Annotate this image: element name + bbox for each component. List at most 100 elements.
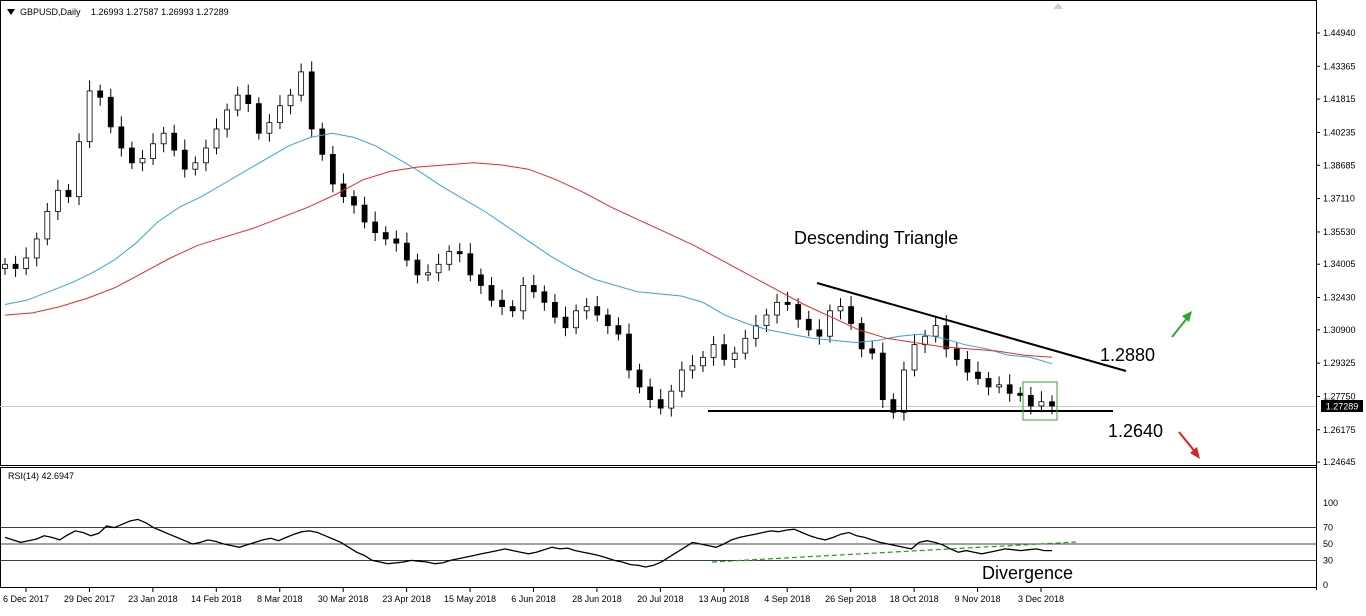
price-tick-label: 1.44940 bbox=[1323, 28, 1356, 38]
price-tick-label: 1.32430 bbox=[1323, 293, 1356, 303]
candle-body bbox=[139, 158, 146, 164]
rsi-levels bbox=[0, 527, 1316, 561]
rsi-tick-label: 30 bbox=[1323, 555, 1333, 565]
candle-body bbox=[879, 352, 886, 401]
candle-body bbox=[1006, 384, 1013, 394]
highlight-box[interactable] bbox=[1022, 381, 1058, 421]
candle-body bbox=[319, 128, 326, 155]
candle-body bbox=[922, 335, 928, 346]
current-price-tag bbox=[1321, 400, 1363, 412]
support-label: 1.2640 bbox=[1108, 421, 1163, 441]
candle-body bbox=[456, 251, 463, 255]
resistance-label: 1.2880 bbox=[1100, 345, 1155, 365]
date-tick-label: 18 Oct 2018 bbox=[890, 594, 939, 604]
candle-body bbox=[287, 94, 294, 107]
candle-body bbox=[171, 132, 178, 151]
price-tick-label: 1.38685 bbox=[1323, 160, 1356, 170]
candle-body bbox=[689, 365, 696, 371]
candle-body bbox=[552, 301, 558, 318]
date-tick-label: 15 May 2018 bbox=[444, 594, 496, 604]
candle-body bbox=[805, 318, 812, 331]
price-tick-label: 1.30900 bbox=[1323, 325, 1356, 335]
price-tick-label: 1.27750 bbox=[1323, 391, 1356, 401]
rsi-label: RSI(14) 42.6947 bbox=[8, 471, 74, 481]
candle-body bbox=[911, 344, 918, 371]
price-tick-label: 1.41815 bbox=[1323, 94, 1356, 104]
candle-body bbox=[668, 390, 675, 409]
candle-body bbox=[435, 263, 442, 274]
candle-body bbox=[213, 128, 220, 149]
candle-body bbox=[33, 238, 40, 259]
date-tick-label: 6 Jun 2018 bbox=[511, 594, 556, 604]
candle-body bbox=[731, 352, 738, 360]
symbol-label: GBPUSD,Daily bbox=[20, 7, 81, 17]
candle-body bbox=[795, 304, 802, 320]
candle-body bbox=[985, 378, 992, 388]
candle-body bbox=[393, 238, 400, 244]
candle-body bbox=[298, 71, 305, 96]
date-tick-label: 20 Jul 2018 bbox=[637, 594, 684, 604]
candle-body bbox=[54, 189, 61, 212]
date-tick-label: 6 Dec 2017 bbox=[3, 594, 49, 604]
candle-body bbox=[403, 242, 410, 261]
ohlc-values: 1.26993 1.27587 1.26993 1.27289 bbox=[91, 7, 229, 17]
date-tick-label: 26 Sep 2018 bbox=[825, 594, 876, 604]
triangle-up-icon[interactable] bbox=[1053, 3, 1063, 9]
candle-body bbox=[1049, 401, 1055, 407]
candle-body bbox=[1017, 392, 1024, 396]
candle-body bbox=[752, 325, 759, 339]
candle-body bbox=[150, 143, 156, 159]
price-tick-label: 1.37110 bbox=[1323, 194, 1355, 204]
sma-fast-line bbox=[4, 132, 1053, 365]
date-tick-label: 3 Dec 2018 bbox=[1018, 594, 1064, 604]
candle-body bbox=[626, 333, 632, 371]
candle-body bbox=[594, 306, 601, 316]
rsi-tick-label: 100 bbox=[1323, 498, 1338, 508]
candle-body bbox=[129, 147, 135, 164]
price-panel-frame bbox=[0, 0, 1317, 466]
candle-body bbox=[266, 122, 273, 134]
candle-body bbox=[203, 147, 209, 164]
candle-body bbox=[774, 301, 780, 316]
candle-body bbox=[700, 356, 706, 367]
candle-body bbox=[784, 301, 791, 305]
candle-body bbox=[488, 285, 495, 301]
price-tick-label: 1.26175 bbox=[1323, 425, 1356, 435]
candle-body bbox=[583, 306, 590, 312]
candle-body bbox=[467, 253, 474, 276]
resistance-trendline[interactable] bbox=[816, 282, 1127, 372]
candle-body bbox=[12, 263, 19, 269]
date-axis: 6 Dec 2017 29 Dec 2017 23 Jan 2018 14 Feb 2… bbox=[3, 588, 1064, 604]
rsi-tick-label: 0 bbox=[1323, 580, 1328, 590]
candle-body bbox=[446, 251, 453, 265]
rsi-tick-label: 50 bbox=[1323, 539, 1333, 549]
candle-body bbox=[647, 386, 654, 401]
candle-body bbox=[23, 257, 30, 269]
candle-body bbox=[351, 196, 357, 206]
candle-body bbox=[361, 204, 368, 223]
candle-body bbox=[964, 359, 971, 373]
rsi-line bbox=[4, 518, 1052, 568]
candle-body bbox=[224, 109, 230, 130]
candle-body bbox=[86, 90, 93, 143]
candle-body bbox=[562, 316, 569, 329]
candle-body bbox=[255, 103, 262, 134]
down-arrow-icon bbox=[1178, 431, 1200, 459]
date-tick-label: 30 Mar 2018 bbox=[318, 594, 369, 604]
triangle-down-icon[interactable] bbox=[7, 9, 15, 15]
candle-body bbox=[541, 291, 548, 303]
candle-body bbox=[1027, 394, 1034, 407]
sma-slow-line bbox=[4, 162, 1053, 358]
candle-body bbox=[530, 285, 537, 293]
price-tick-label: 1.34005 bbox=[1323, 259, 1356, 269]
candle-body bbox=[827, 310, 833, 337]
candle-body bbox=[763, 314, 770, 327]
candle-body bbox=[118, 126, 125, 149]
candle-body bbox=[65, 189, 72, 198]
price-tick-label: 1.24645 bbox=[1323, 457, 1356, 467]
divergence-line[interactable] bbox=[711, 541, 1077, 563]
candle-body bbox=[192, 162, 199, 170]
pattern-title: Descending Triangle bbox=[794, 228, 958, 248]
